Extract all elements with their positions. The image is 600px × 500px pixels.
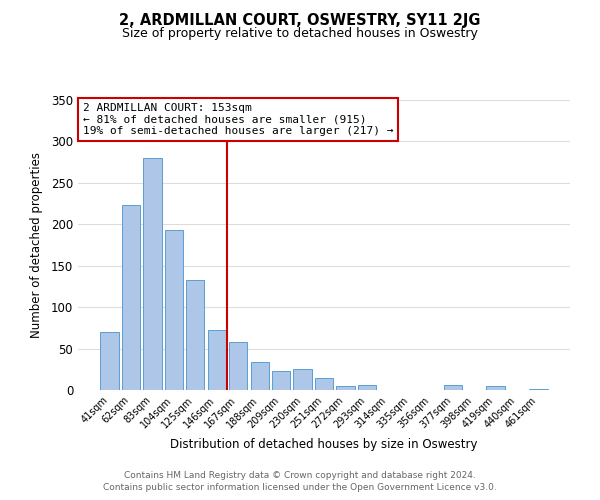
Bar (143, 158, 161, 390)
Bar (122, 205, 140, 390)
Bar (251, 362, 269, 390)
Bar (272, 371, 290, 390)
Bar (337, 386, 355, 390)
Text: Contains HM Land Registry data © Crown copyright and database right 2024.
Contai: Contains HM Land Registry data © Crown c… (103, 471, 497, 492)
X-axis label: Distribution of detached houses by size in Oswestry: Distribution of detached houses by size … (170, 438, 478, 451)
Text: Size of property relative to detached houses in Oswestry: Size of property relative to detached ho… (122, 28, 478, 40)
Bar (186, 280, 205, 390)
Bar (487, 386, 505, 390)
Text: 2, ARDMILLAN COURT, OSWESTRY, SY11 2JG: 2, ARDMILLAN COURT, OSWESTRY, SY11 2JG (119, 12, 481, 28)
Bar (529, 389, 548, 390)
Text: 2 ARDMILLAN COURT: 153sqm
← 81% of detached houses are smaller (915)
19% of semi: 2 ARDMILLAN COURT: 153sqm ← 81% of detac… (83, 103, 394, 136)
Bar (100, 332, 119, 390)
Bar (165, 230, 183, 390)
Bar (358, 385, 376, 390)
Bar (229, 342, 247, 390)
Bar (208, 330, 226, 390)
Bar (443, 385, 462, 390)
Bar (315, 378, 333, 390)
Bar (293, 370, 311, 390)
Y-axis label: Number of detached properties: Number of detached properties (29, 152, 43, 338)
